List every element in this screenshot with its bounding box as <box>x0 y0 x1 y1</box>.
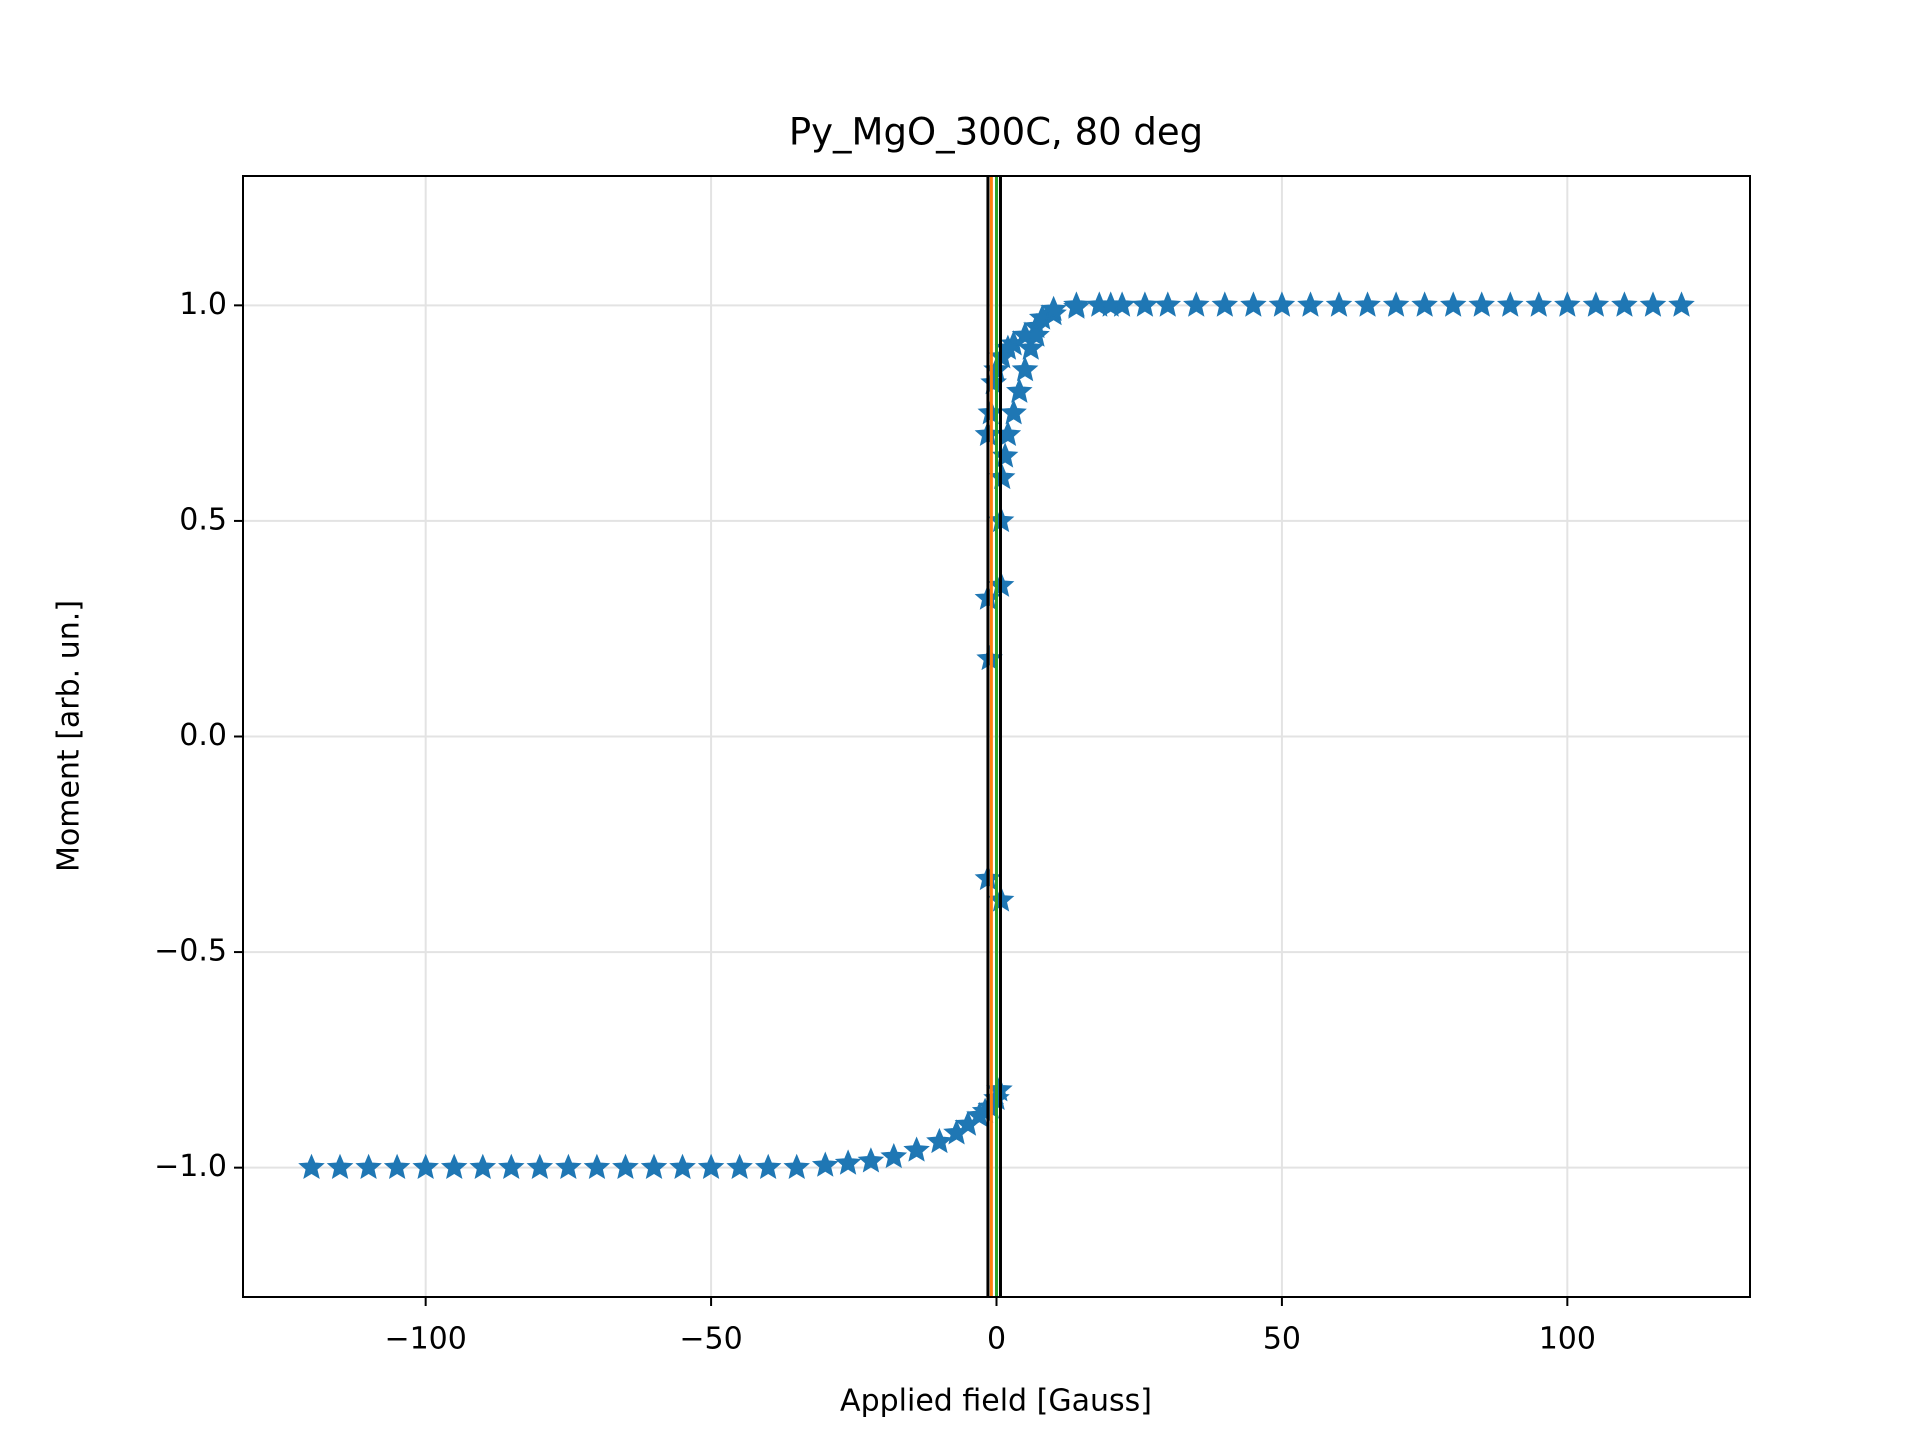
x-axis-label: Applied field [Gauss] <box>840 1384 1152 1419</box>
x-tick-label: −100 <box>384 1322 466 1357</box>
point <box>1325 291 1353 317</box>
point <box>669 1153 696 1179</box>
point <box>1554 291 1581 317</box>
y-tick-label: −1.0 <box>154 1149 227 1184</box>
point <box>1063 291 1090 317</box>
point <box>498 1153 525 1179</box>
point <box>1240 291 1267 317</box>
point <box>1131 291 1159 317</box>
x-tick-label: 100 <box>1539 1322 1596 1357</box>
point <box>1411 291 1438 317</box>
plot-frame <box>242 175 1751 1298</box>
point <box>834 1149 862 1175</box>
point <box>1611 291 1638 317</box>
point <box>555 1153 582 1179</box>
point <box>1297 291 1324 317</box>
point <box>1097 291 1124 317</box>
point <box>1023 321 1050 347</box>
y-tick-label: 1.0 <box>179 287 227 322</box>
x-tick-label: 50 <box>1263 1322 1301 1357</box>
point <box>526 1153 554 1179</box>
point <box>754 1153 782 1179</box>
point <box>1668 291 1695 317</box>
point <box>1000 399 1027 425</box>
point <box>355 1153 382 1179</box>
point <box>1496 291 1524 317</box>
point <box>469 1153 497 1179</box>
point <box>1268 291 1296 317</box>
point <box>326 1153 354 1179</box>
point <box>1382 291 1410 317</box>
x-tick-label: −50 <box>679 1322 742 1357</box>
point <box>383 1153 411 1179</box>
point <box>1183 291 1210 317</box>
point <box>1582 291 1610 317</box>
point <box>903 1136 930 1162</box>
point <box>1211 291 1239 317</box>
point <box>880 1142 908 1169</box>
point <box>298 1153 325 1179</box>
y-tick-label: 0.5 <box>179 502 227 537</box>
point <box>583 1153 611 1179</box>
y-axis-label: Moment [arb. un.] <box>52 600 87 872</box>
point <box>412 1153 439 1179</box>
point <box>1006 377 1033 403</box>
y-tick-label: 0.0 <box>179 718 227 753</box>
point <box>1017 334 1045 360</box>
point <box>726 1153 753 1179</box>
point <box>1154 291 1182 317</box>
point <box>640 1153 668 1179</box>
point <box>1639 291 1667 317</box>
point <box>926 1127 953 1154</box>
point <box>783 1153 810 1179</box>
point <box>811 1151 839 1177</box>
point <box>1040 295 1067 321</box>
point <box>1011 356 1039 382</box>
chart-title: Py_MgO_300C, 80 deg <box>789 111 1203 154</box>
y-tick-label: −0.5 <box>154 934 227 969</box>
point <box>612 1153 639 1179</box>
point <box>1354 291 1381 317</box>
point <box>697 1153 725 1179</box>
point <box>1468 291 1495 317</box>
point <box>440 1153 468 1179</box>
x-tick-label: 0 <box>987 1322 1006 1357</box>
point <box>1525 291 1553 317</box>
point <box>857 1147 885 1173</box>
point <box>1439 291 1467 317</box>
